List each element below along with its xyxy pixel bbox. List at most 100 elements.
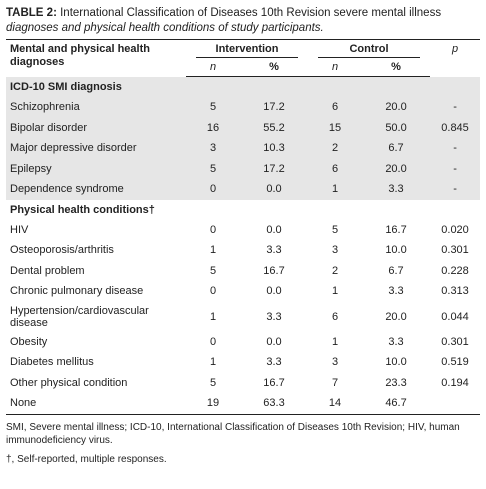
p-value-header: p	[430, 39, 481, 77]
caption-italic-text: diagnoses and physical health conditions…	[6, 22, 324, 34]
intervention-n-cell: 1	[209, 310, 217, 323]
row-label: Schizophrenia	[6, 97, 186, 118]
subheader-row: n % n %	[6, 58, 480, 77]
section-title: Physical health conditions†	[10, 203, 155, 216]
table-caption: TABLE 2: International Classification of…	[6, 6, 480, 36]
control-n-cell: 3	[331, 244, 339, 257]
intervention-n-cell: 5	[186, 97, 240, 118]
data-table: Mental and physical health diagnoses Int…	[6, 39, 481, 415]
p-value-cell: 0.194	[441, 376, 469, 389]
intervention-n-cell: 1	[209, 356, 217, 369]
control-pct-cell: 23.3	[385, 376, 407, 389]
control-pct-cell: 3.3	[362, 179, 431, 200]
p-value-cell: 0.301	[441, 335, 469, 348]
row-label: Bipolar disorder	[6, 117, 186, 138]
control-n-cell: 14	[308, 393, 363, 415]
p-value-cell: 0.228	[441, 264, 469, 277]
intervention-n-cell: 0	[209, 223, 217, 236]
table-row: Diabetes mellitus 1 3.3 3 10.0 0.519	[6, 352, 480, 373]
p-value-cell: 0.020	[441, 223, 469, 236]
intervention-pct-cell: 3.3	[266, 356, 282, 369]
control-n-cell: 1	[331, 285, 339, 298]
control-pct-cell: 20.0	[362, 158, 431, 179]
table-row: Major depressive disorder 3 10.3 2 6.7-	[6, 138, 481, 159]
p-value-cell: -	[430, 158, 481, 179]
control-n-cell: 2	[308, 138, 363, 159]
intervention-pct-cell: 55.2	[240, 117, 309, 138]
control-pct-cell: 46.7	[362, 393, 431, 415]
control-n-cell: 7	[331, 376, 339, 389]
p-value-cell: 0.845	[430, 117, 481, 138]
table-row: Dependence syndrome 0 0.0 1 3.3-	[6, 179, 481, 200]
intervention-pct-cell: 3.3	[266, 244, 282, 257]
caption-text: International Classification of Diseases…	[56, 7, 442, 19]
p-value-cell: -	[430, 179, 481, 200]
row-label: Hypertension/cardiovascular disease	[10, 304, 149, 329]
table-row: Obesity 0 0.0 1 3.3 0.301	[6, 332, 480, 353]
table-row: None 19 63.3 14 46.7	[6, 393, 481, 415]
control-pct-cell: 3.3	[388, 335, 404, 348]
header-row: Mental and physical health diagnoses Int…	[6, 39, 481, 77]
intervention-pct-cell: 17.2	[240, 158, 309, 179]
intervention-pct-header: %	[240, 58, 309, 77]
control-n-cell: 1	[308, 179, 363, 200]
caption-label: TABLE 2:	[6, 7, 57, 19]
control-n-cell: 5	[331, 223, 339, 236]
intervention-pct-cell: 10.3	[240, 138, 309, 159]
p-value-cell: -	[430, 97, 481, 118]
table-row: Epilepsy 5 17.2 6 20.0-	[6, 158, 481, 179]
p-value-cell: 0.313	[441, 285, 469, 298]
table-row: Chronic pulmonary disease 0 0.0 1 3.3 0.313	[6, 281, 480, 302]
intervention-pct-cell: 0.0	[266, 335, 282, 348]
row-label: Other physical condition	[10, 376, 128, 389]
control-pct-cell: 16.7	[385, 223, 407, 236]
p-value-cell	[430, 393, 481, 415]
table-row: Schizophrenia 5 17.2 6 20.0-	[6, 97, 481, 118]
intervention-n-header: n	[186, 58, 240, 77]
row-label: Dependence syndrome	[6, 179, 186, 200]
table-row: Dental problem 5 16.7 2 6.7 0.228	[6, 261, 480, 282]
control-pct-cell: 6.7	[362, 138, 431, 159]
table-row: Bipolar disorder 16 55.2 15 50.0 0.845	[6, 117, 481, 138]
intervention-pct-cell: 3.3	[266, 310, 282, 323]
control-pct-cell: 6.7	[388, 264, 404, 277]
intervention-n-cell: 5	[186, 158, 240, 179]
control-pct-cell: 10.0	[385, 244, 407, 257]
intervention-n-cell: 5	[209, 264, 217, 277]
intervention-n-cell: 16	[186, 117, 240, 138]
row-label: Osteoporosis/arthritis	[10, 244, 114, 257]
control-n-header: n	[308, 58, 363, 77]
control-header: Control	[308, 39, 431, 58]
section-header-row: Physical health conditions†	[6, 200, 480, 220]
row-label: Diabetes mellitus	[10, 356, 94, 369]
intervention-pct-cell: 17.2	[240, 97, 309, 118]
footnotes: SMI, Severe mental illness; ICD-10, Inte…	[6, 421, 480, 467]
column-title: Mental and physical health diagnoses	[6, 39, 186, 77]
intervention-pct-cell: 0.0	[266, 285, 282, 298]
intervention-n-cell: 0	[209, 285, 217, 298]
table-row: Osteoporosis/arthritis 1 3.3 3 10.0 0.301	[6, 240, 480, 261]
control-pct-cell: 20.0	[362, 97, 431, 118]
table-container: TABLE 2: International Classification of…	[6, 6, 481, 471]
intervention-n-cell: 19	[186, 393, 240, 415]
intervention-n-cell: 5	[209, 376, 217, 389]
intervention-n-cell: 0	[186, 179, 240, 200]
footnote-abbreviations: SMI, Severe mental illness; ICD-10, Inte…	[6, 421, 460, 447]
row-label: Major depressive disorder	[6, 138, 186, 159]
section-title: ICD-10 SMI diagnosis	[6, 76, 481, 97]
control-pct-cell: 3.3	[388, 285, 404, 298]
row-label: None	[6, 393, 186, 415]
p-value-cell: 0.301	[441, 244, 469, 257]
intervention-pct-cell: 0.0	[240, 179, 309, 200]
footnote-dagger: †, Self-reported, multiple responses.	[6, 453, 167, 465]
control-n-cell: 3	[331, 356, 339, 369]
control-n-cell: 2	[331, 264, 339, 277]
row-label: Dental problem	[10, 264, 85, 277]
p-value-cell: 0.044	[441, 310, 469, 323]
intervention-pct-cell: 16.7	[263, 264, 285, 277]
p-value-cell: 0.519	[441, 356, 469, 369]
row-label: Chronic pulmonary disease	[10, 285, 144, 298]
row-label: Epilepsy	[6, 158, 186, 179]
row-label: HIV	[10, 223, 29, 236]
row-label: Obesity	[10, 335, 48, 348]
